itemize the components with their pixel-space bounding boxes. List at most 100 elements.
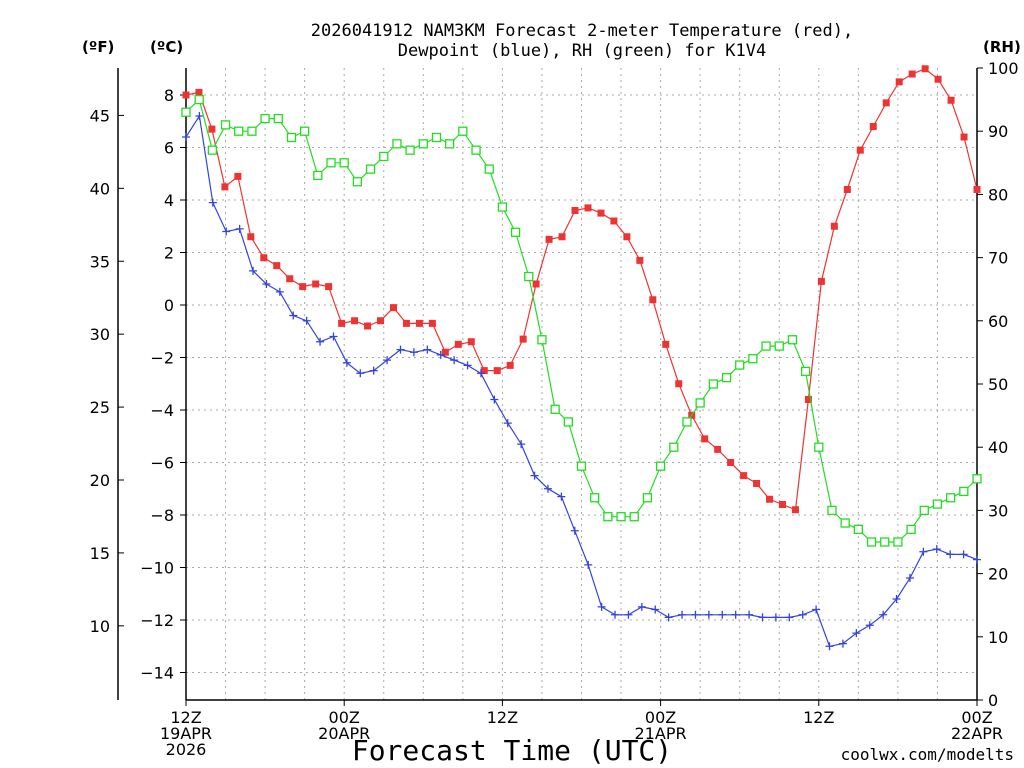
temperature-point xyxy=(273,262,281,270)
dewpoint-point xyxy=(369,366,378,375)
temperature-point xyxy=(299,283,307,291)
rh-tick-label: 0 xyxy=(988,691,998,710)
dewpoint-point xyxy=(664,613,673,622)
fahrenheit-tick-label: 25 xyxy=(90,398,110,417)
rh-point xyxy=(642,493,653,503)
fahrenheit-tick-label: 10 xyxy=(90,617,110,636)
rh-point xyxy=(629,512,639,522)
dewpoint-point xyxy=(302,316,311,325)
temperature-point xyxy=(662,340,670,348)
rh-point xyxy=(273,113,283,124)
rh-tick-label: 70 xyxy=(988,249,1008,268)
dewpoint-point xyxy=(342,358,351,367)
chart-title-line1: 2026041912 NAM3KM Forecast 2-meter Tempe… xyxy=(311,21,853,41)
rh-point xyxy=(445,139,455,149)
temperature-point xyxy=(441,348,449,356)
temperature-point xyxy=(454,340,462,348)
temperature-point xyxy=(428,319,436,327)
x-tick-label: 22APR xyxy=(951,724,1003,743)
temperature-point xyxy=(727,459,735,466)
rh-tick-label: 50 xyxy=(988,375,1008,394)
rh-point xyxy=(510,227,521,237)
rh-point xyxy=(299,126,310,136)
celsius-tick-label: 8 xyxy=(164,86,174,105)
rh-point xyxy=(418,139,428,149)
dewpoint-point xyxy=(771,613,780,622)
rh-point xyxy=(774,341,784,351)
temperature-point xyxy=(286,275,294,283)
celsius-tick-label: −6 xyxy=(150,454,174,473)
celsius-unit-label: (ºC) xyxy=(150,38,183,56)
celsius-tick-label: 6 xyxy=(164,139,174,158)
temperature-point xyxy=(545,235,553,243)
rh-point xyxy=(682,417,692,427)
dewpoint-point xyxy=(704,610,713,619)
temperature-point xyxy=(402,319,410,327)
dewpoint-point xyxy=(543,484,552,493)
dewpoint-point xyxy=(517,440,526,449)
rh-point xyxy=(458,126,468,136)
dewpoint-point xyxy=(262,280,271,288)
fahrenheit-tick-label: 40 xyxy=(90,179,110,198)
dewpoint-point xyxy=(316,337,325,346)
rh-point xyxy=(194,94,204,105)
dewpoint-point xyxy=(530,471,539,480)
rh-point xyxy=(247,126,257,136)
rh-point xyxy=(220,120,231,130)
dewpoint-point xyxy=(718,610,727,619)
temperature-point xyxy=(234,172,242,180)
fahrenheit-tick-label: 20 xyxy=(90,471,110,490)
rh-tick-label: 100 xyxy=(988,59,1019,78)
rh-point xyxy=(260,113,270,124)
temperature-point xyxy=(791,506,799,514)
rh-point xyxy=(537,335,547,345)
rh-point xyxy=(866,537,877,547)
temperature-point xyxy=(701,435,709,443)
fahrenheit-tick-label: 15 xyxy=(90,544,110,563)
rh-point xyxy=(787,335,798,345)
temperature-point xyxy=(740,472,748,480)
dewpoint-point xyxy=(396,345,405,354)
temperature-point xyxy=(221,183,229,191)
series-line-dewpoint xyxy=(185,114,978,647)
rh-point xyxy=(880,537,890,547)
rh-point xyxy=(827,505,837,516)
dewpoint-point xyxy=(409,348,418,357)
dewpoint-point xyxy=(222,227,231,236)
temperature-point xyxy=(519,335,527,343)
dewpoint-point xyxy=(651,605,660,614)
temperature-point xyxy=(882,99,890,107)
dewpoint-point xyxy=(570,526,579,535)
dewpoint-point xyxy=(557,492,566,501)
temperature-point xyxy=(934,75,942,83)
rh-point xyxy=(392,139,402,149)
rh-point xyxy=(352,177,363,187)
dewpoint-point xyxy=(423,345,432,354)
dewpoint-point xyxy=(959,550,968,559)
dewpoint-point xyxy=(946,550,955,559)
rh-point xyxy=(471,145,481,155)
fahrenheit-tick-label: 35 xyxy=(90,252,110,271)
dewpoint-point xyxy=(235,224,244,233)
celsius-tick-label: −10 xyxy=(140,559,174,578)
x-tick-label: 00Z xyxy=(961,708,992,727)
temperature-point xyxy=(247,233,255,241)
rh-point xyxy=(932,499,943,509)
dewpoint-point xyxy=(865,621,874,630)
dewpoint-point xyxy=(852,629,861,638)
temperature-point xyxy=(830,222,838,230)
dewpoint-point xyxy=(637,602,646,611)
temperature-point xyxy=(389,304,397,312)
temperature-point xyxy=(571,207,579,214)
dewpoint-point xyxy=(476,369,485,378)
rh-point xyxy=(576,461,587,471)
temperature-point xyxy=(208,125,216,133)
celsius-tick-label: −8 xyxy=(150,506,174,525)
rh-point xyxy=(853,524,863,535)
dewpoint-point xyxy=(624,610,633,619)
temperature-point xyxy=(973,186,981,193)
dewpoint-point xyxy=(678,610,687,619)
dewpoint-point xyxy=(932,545,941,554)
temperature-point xyxy=(325,283,333,291)
rh-point xyxy=(379,151,389,162)
